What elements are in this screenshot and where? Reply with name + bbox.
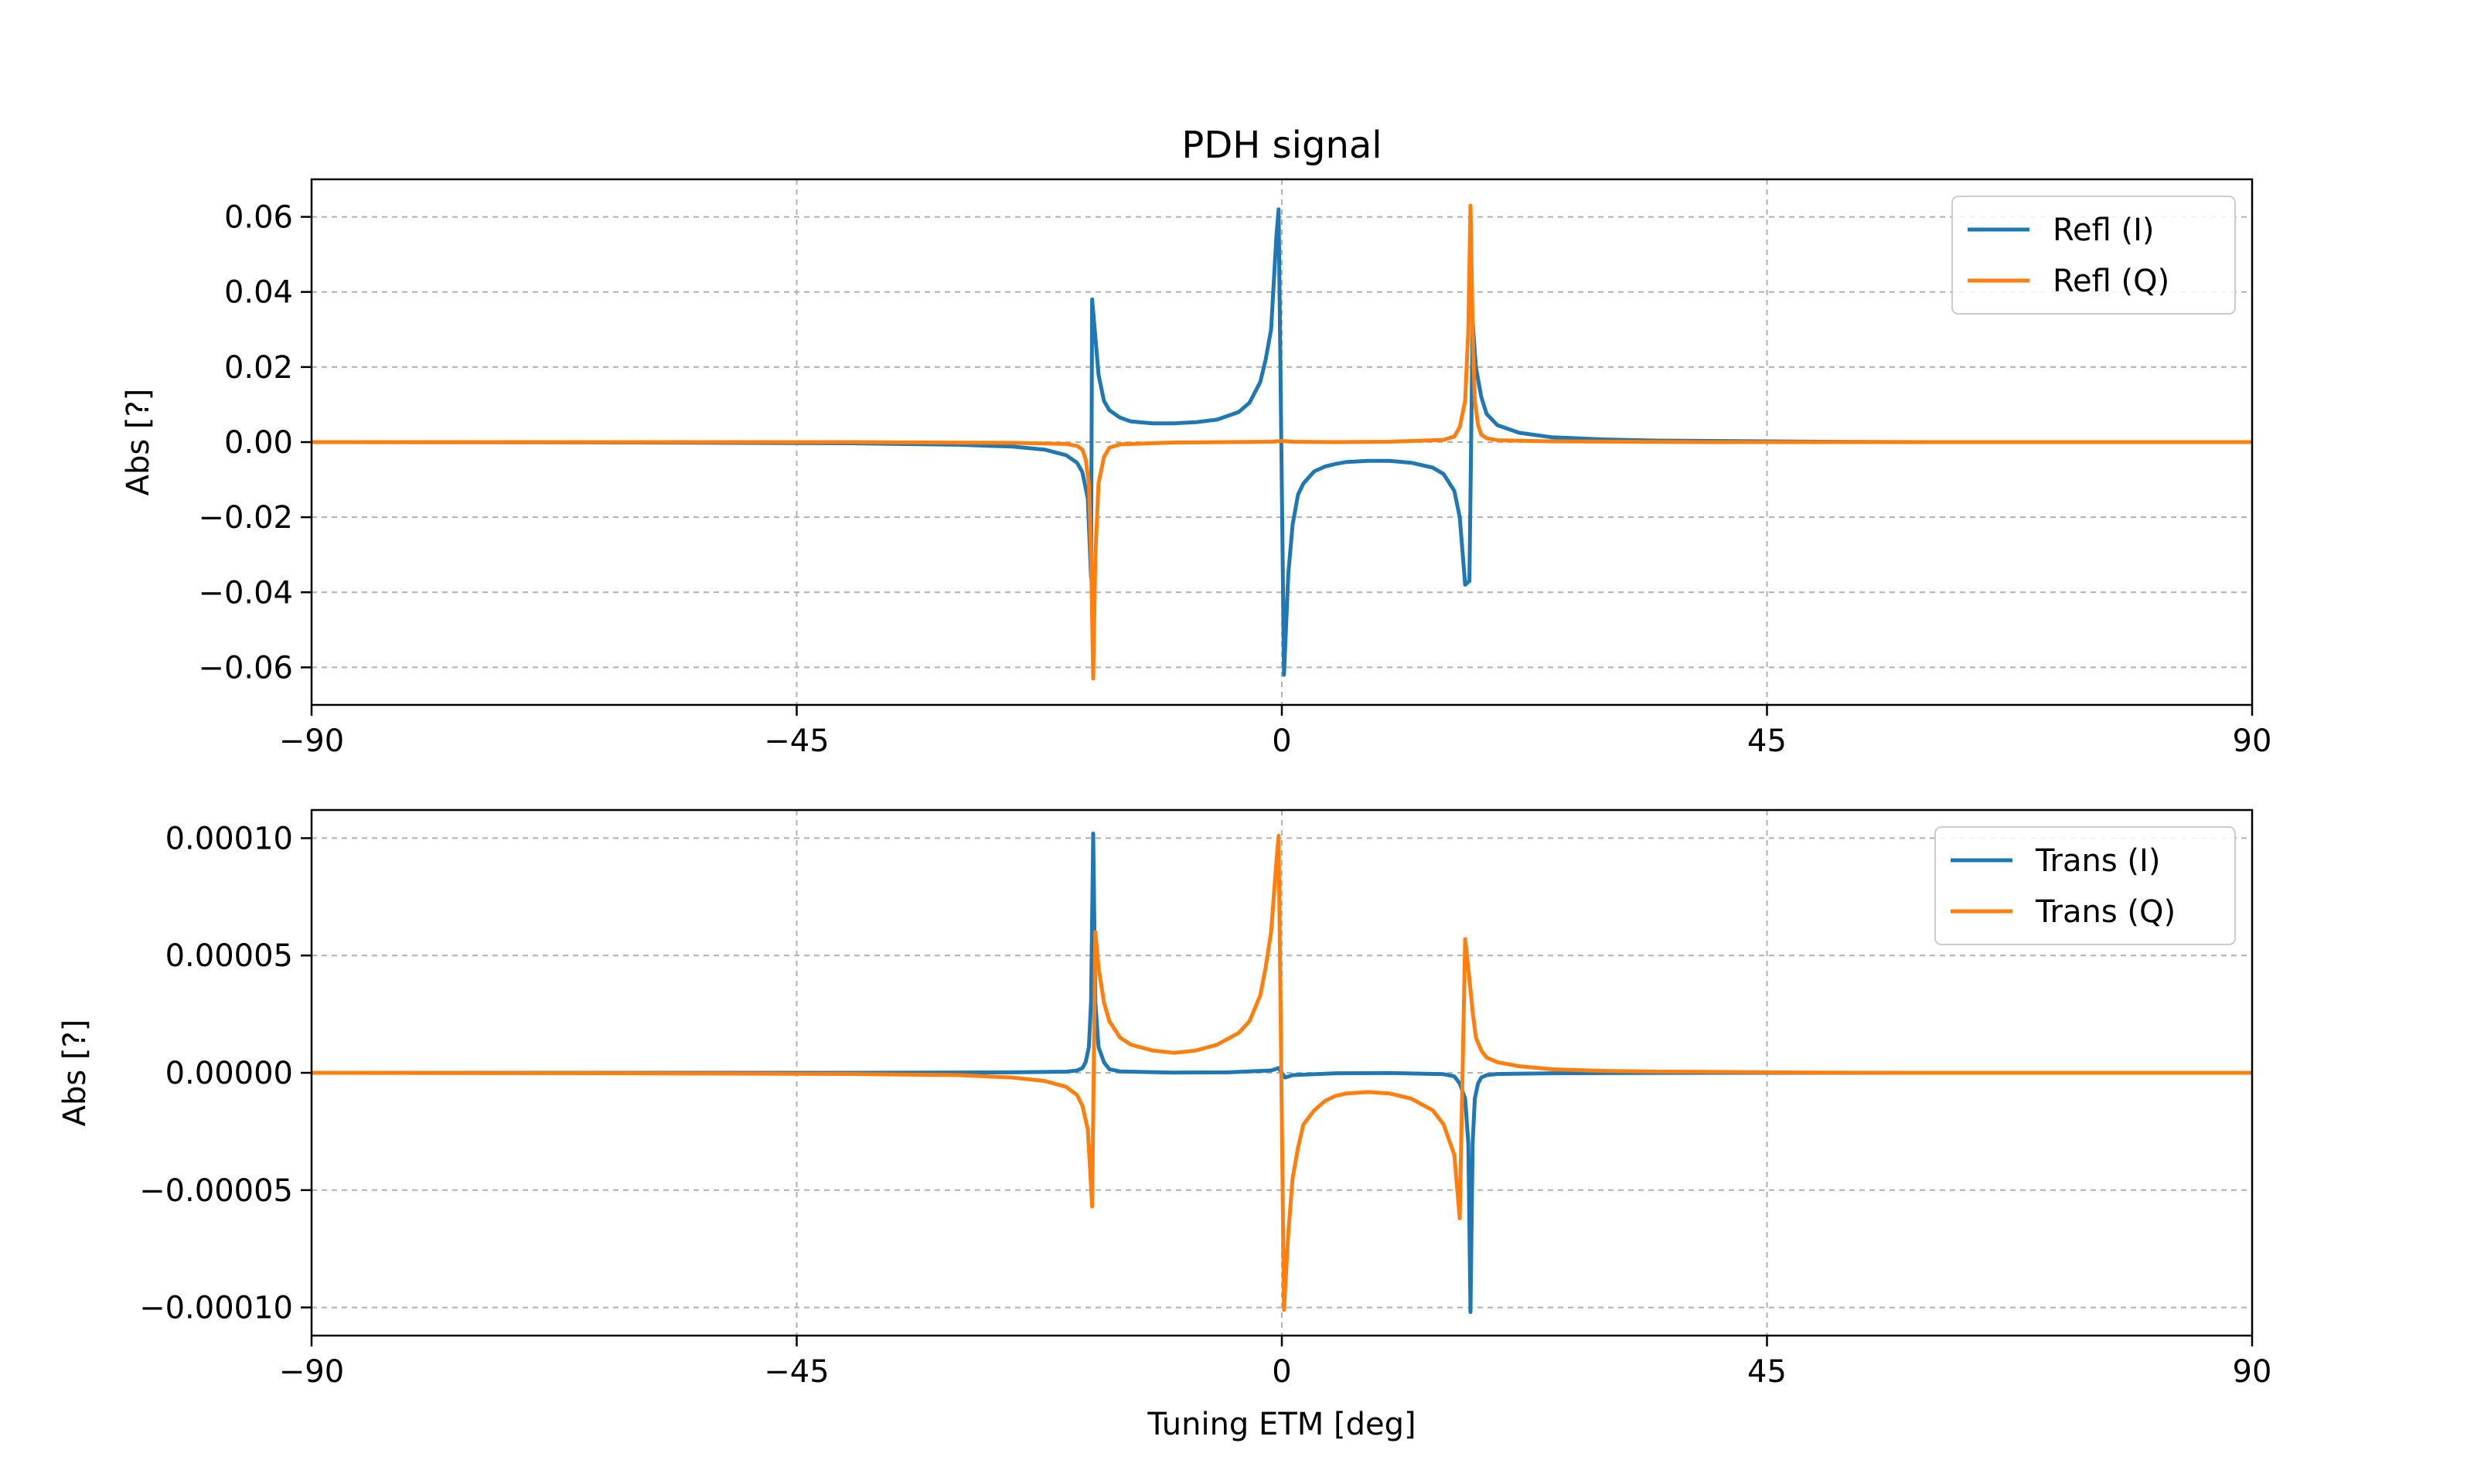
y-axis-label: Abs [?] (57, 1019, 93, 1127)
x-tick-label: −45 (764, 1354, 829, 1390)
chart-panel-1: −90 −45 0 45 90 0.06 0.04 0.02 0.00 −0.02 −0.04 −0.… (121, 124, 2271, 759)
legend-box (1951, 196, 2236, 315)
y-tick-label: 0.00 (224, 425, 293, 461)
y-tick-label: −0.00005 (139, 1173, 293, 1209)
legend-label: Refl (I) (2053, 213, 2155, 248)
y-tick-label: 0.06 (224, 200, 293, 236)
x-tick-label: 90 (2233, 1354, 2272, 1390)
series-line-1 (312, 207, 2252, 677)
y-tick-label: 0.00005 (165, 938, 293, 974)
y-tick-label: −0.04 (198, 575, 293, 611)
y-tick-label: −0.06 (198, 650, 293, 686)
y-tick-label: 0.02 (224, 350, 293, 386)
x-tick-label: 0 (1272, 723, 1291, 759)
x-tick-label: 45 (1747, 723, 1787, 759)
x-tick-label: −90 (279, 1354, 344, 1390)
x-tick-label: 90 (2233, 723, 2272, 759)
chart-panel-2: −90 −45 0 45 90 0.00010 0.00005 0.00000 −0.00005… (57, 808, 2272, 1442)
legend: Refl (I) Refl (Q) (1951, 196, 2236, 315)
x-axis-label: Tuning ETM [deg] (1147, 1407, 1416, 1442)
legend-label: Trans (I) (2035, 843, 2160, 879)
x-tick-label: −90 (279, 723, 344, 759)
series-line-2 (312, 203, 2252, 681)
legend-box (1934, 826, 2236, 945)
y-tick-label: −0.02 (198, 500, 293, 536)
y-tick-label: 0.00000 (165, 1056, 293, 1091)
legend: Trans (I) Trans (Q) (1934, 826, 2236, 945)
legend-label: Refl (Q) (2053, 264, 2169, 299)
legend-label: Trans (Q) (2035, 894, 2176, 930)
y-tick-label: 0.00010 (165, 821, 293, 856)
chart-title: PDH signal (1181, 124, 1382, 167)
series-line-2 (312, 833, 2252, 1312)
x-tick-label: 0 (1272, 1354, 1291, 1390)
x-tick-label: −45 (764, 723, 829, 759)
y-tick-label: 0.04 (224, 275, 293, 311)
x-tick-label: 45 (1747, 1354, 1787, 1390)
y-tick-label: −0.00010 (139, 1291, 293, 1326)
y-axis-label: Abs [?] (121, 389, 156, 496)
